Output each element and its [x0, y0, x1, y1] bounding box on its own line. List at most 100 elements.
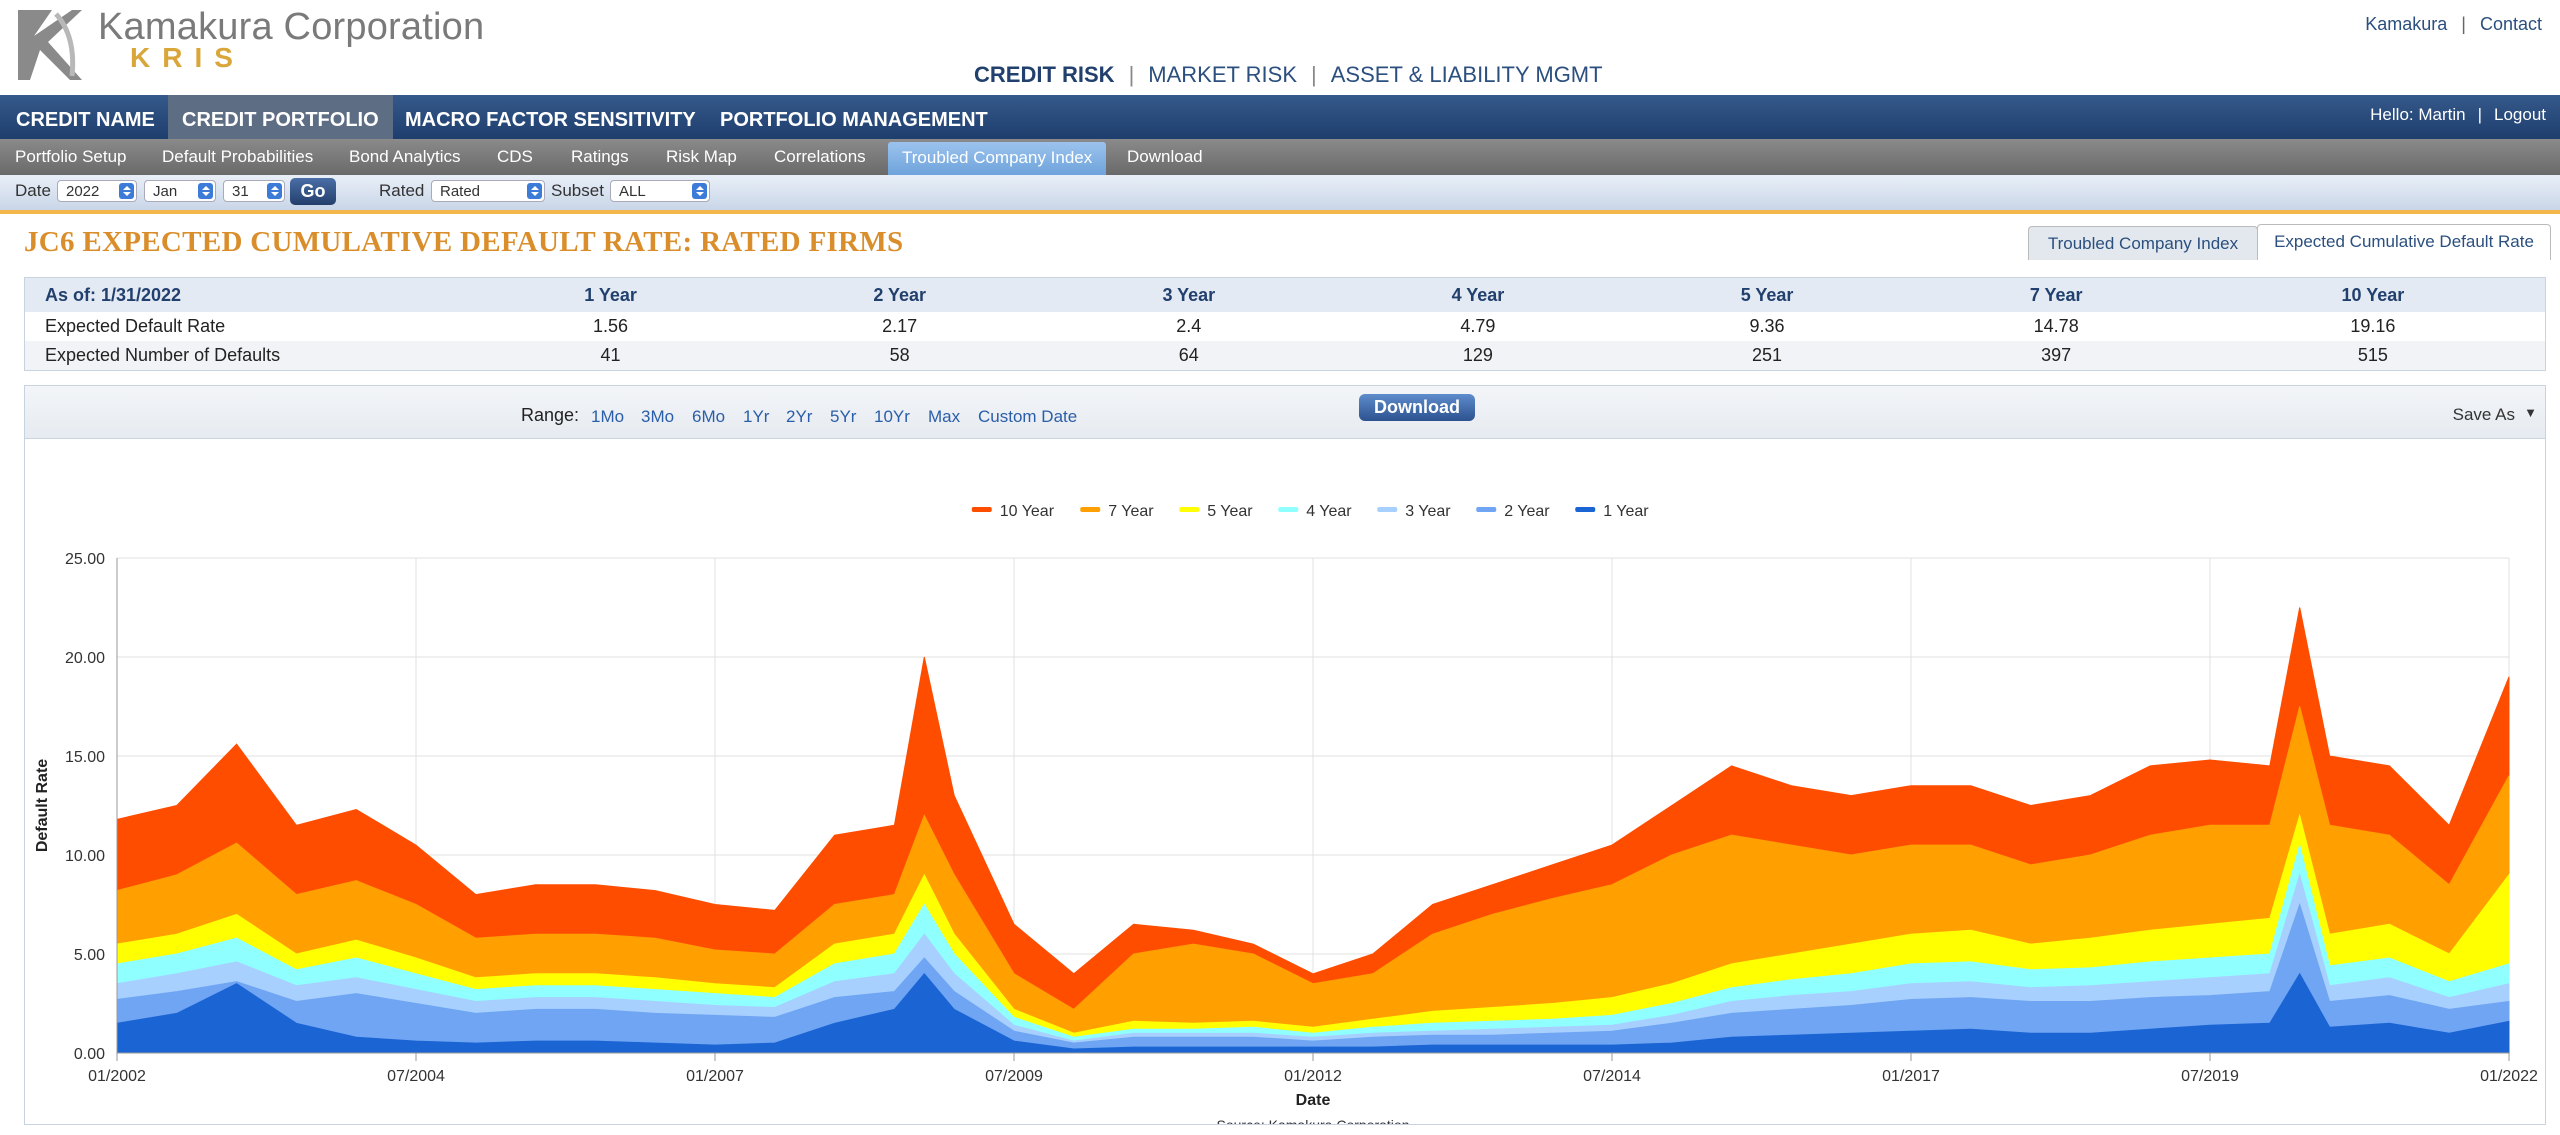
- select-arrows-icon: [527, 183, 542, 199]
- column-header: 10 Year: [2200, 277, 2546, 312]
- table-row: Expected Default Rate 1.56 2.17 2.4 4.79…: [25, 312, 2546, 341]
- risk-nav: CREDIT RISK | MARKET RISK | ASSET & LIABILIT…: [974, 62, 1603, 88]
- nav-portfolio-management[interactable]: PORTFOLIO MANAGEMENT: [720, 109, 988, 131]
- user-greeting: Hello: Martin: [2370, 105, 2466, 124]
- day-select[interactable]: 31: [223, 180, 285, 202]
- table-header-row: As of: 1/31/2022 1 Year 2 Year 3 Year 4 …: [24, 277, 2546, 312]
- top-links: Kamakura | Contact: [2365, 14, 2542, 35]
- save-as-label: Save As: [2452, 405, 2515, 424]
- subnav-correlations[interactable]: Correlations: [774, 147, 866, 166]
- year-value: 2022: [66, 183, 100, 200]
- legend-item-label: 3 Year: [1405, 503, 1451, 520]
- main-nav: CREDIT NAME CREDIT PORTFOLIO MACRO FACTO…: [0, 95, 2560, 139]
- column-header: 4 Year: [1333, 277, 1623, 312]
- column-header: 1 Year: [466, 277, 756, 312]
- table-cell: 14.78: [2033, 316, 2079, 336]
- sub-nav: Portfolio Setup Default Probabilities Bo…: [0, 139, 2560, 175]
- y-tick-label: 15.00: [65, 749, 105, 766]
- select-arrows-icon: [692, 183, 707, 199]
- save-as-menu[interactable]: Save As ▼: [2452, 405, 2537, 425]
- rated-label: Rated: [379, 181, 425, 200]
- table-cell: 41: [466, 341, 756, 371]
- y-tick-label: 20.00: [65, 650, 105, 667]
- y-tick-label: 5.00: [74, 947, 105, 964]
- subnav-download[interactable]: Download: [1127, 147, 1203, 166]
- y-tick-label: 25.00: [65, 551, 105, 568]
- x-axis-title: Date: [1296, 1092, 1331, 1109]
- nav-macro-factor-sensitivity[interactable]: MACRO FACTOR SENSITIVITY: [405, 109, 696, 131]
- range-6mo[interactable]: 6Mo: [692, 407, 726, 426]
- range-custom-date[interactable]: Custom Date: [978, 407, 1078, 426]
- subset-label: Subset: [551, 181, 604, 200]
- legend-swatch: [1080, 507, 1101, 512]
- month-value: Jan: [153, 183, 178, 200]
- x-tick-label: 01/2002: [88, 1068, 146, 1085]
- nav-credit-portfolio[interactable]: CREDIT PORTFOLIO: [168, 95, 393, 139]
- column-header: 2 Year: [755, 277, 1045, 312]
- legend-item-label: 7 Year: [1108, 503, 1154, 520]
- row-label: Expected Default Rate: [45, 316, 226, 336]
- user-links: Hello: Martin | Logout: [2370, 105, 2546, 125]
- legend-swatch: [1278, 507, 1299, 512]
- subset-select[interactable]: ALL: [610, 180, 710, 202]
- separator: |: [2477, 105, 2482, 124]
- series-area-2-year: [116, 902, 2510, 1054]
- tab-troubled-company-index[interactable]: Troubled Company Index: [2028, 226, 2258, 260]
- subnav-default-probabilities[interactable]: Default Probabilities: [162, 147, 314, 166]
- logout-link[interactable]: Logout: [2494, 105, 2546, 124]
- legend-swatch: [1575, 507, 1596, 512]
- subnav-troubled-company-index[interactable]: Troubled Company Index: [888, 142, 1107, 175]
- summary-table: As of: 1/31/2022 1 Year 2 Year 3 Year 4 …: [24, 277, 2546, 371]
- column-header: 7 Year: [1911, 277, 2201, 312]
- range-max[interactable]: Max: [928, 407, 961, 426]
- go-button[interactable]: Go: [290, 178, 336, 205]
- select-arrows-icon: [267, 183, 282, 199]
- alm-link[interactable]: ASSET & LIABILITY MGMT: [1330, 62, 1603, 87]
- month-select[interactable]: Jan: [144, 180, 216, 202]
- range-5yr[interactable]: 5Yr: [830, 407, 857, 426]
- kamakura-link[interactable]: Kamakura: [2365, 14, 2448, 34]
- subnav-portfolio-setup[interactable]: Portfolio Setup: [15, 147, 127, 166]
- rated-select[interactable]: Rated: [431, 180, 545, 202]
- legend-item-label: 2 Year: [1504, 503, 1550, 520]
- x-tick-label: 07/2014: [1583, 1068, 1641, 1085]
- table-cell: 515: [2200, 341, 2546, 371]
- range-3mo[interactable]: 3Mo: [641, 407, 675, 426]
- legend-swatch: [1476, 507, 1497, 512]
- day-value: 31: [232, 183, 249, 200]
- nav-credit-name[interactable]: CREDIT NAME: [16, 109, 155, 131]
- subnav-ratings[interactable]: Ratings: [571, 147, 629, 166]
- kamakura-logo: [12, 6, 86, 84]
- range-10yr[interactable]: 10Yr: [874, 407, 910, 426]
- range-1mo[interactable]: 1Mo: [591, 407, 625, 426]
- table-cell: 2.17: [882, 316, 918, 336]
- tab-expected-cumulative-default-rate[interactable]: Expected Cumulative Default Rate: [2257, 224, 2551, 260]
- table-cell: 4.79: [1460, 316, 1496, 336]
- select-arrows-icon: [198, 183, 213, 199]
- table-cell: 58: [755, 341, 1045, 371]
- table-cell: 251: [1622, 341, 1912, 371]
- table-cell: 129: [1333, 341, 1623, 371]
- x-tick-label: 07/2019: [2181, 1068, 2239, 1085]
- product-name: KRIS: [130, 42, 245, 73]
- subnav-cds[interactable]: CDS: [497, 147, 533, 166]
- market-risk-link[interactable]: MARKET RISK: [1148, 62, 1298, 87]
- table-cell: 9.36: [1749, 316, 1785, 336]
- legend-item-label: 10 Year: [1000, 503, 1055, 520]
- subnav-risk-map[interactable]: Risk Map: [666, 147, 737, 166]
- download-button[interactable]: Download: [1359, 394, 1475, 421]
- legend-item-label: 4 Year: [1306, 503, 1352, 520]
- range-2yr[interactable]: 2Yr: [786, 407, 813, 426]
- separator: |: [1311, 62, 1317, 87]
- contact-link[interactable]: Contact: [2479, 14, 2542, 34]
- subnav-bond-analytics[interactable]: Bond Analytics: [349, 147, 461, 166]
- company-name: Kamakura Corporation: [98, 6, 485, 48]
- credit-risk-link[interactable]: CREDIT RISK: [974, 62, 1115, 87]
- range-bar: Range: 1Mo 3Mo 6Mo 1Yr 2Yr 5Yr 10Yr Max …: [25, 386, 2545, 439]
- row-label: Expected Number of Defaults: [24, 341, 466, 371]
- x-tick-label: 01/2017: [1882, 1068, 1940, 1085]
- chart-panel: Range: 1Mo 3Mo 6Mo 1Yr 2Yr 5Yr 10Yr Max …: [24, 385, 2546, 1125]
- year-select[interactable]: 2022: [57, 180, 137, 202]
- subset-value: ALL: [619, 183, 646, 200]
- range-1yr[interactable]: 1Yr: [743, 407, 770, 426]
